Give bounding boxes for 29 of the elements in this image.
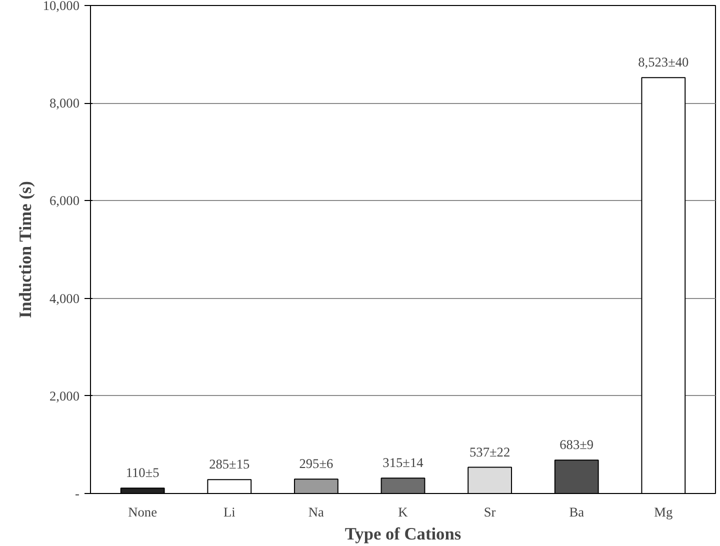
- data-label: 110±5: [126, 465, 160, 480]
- bar: [207, 479, 252, 494]
- y-tick-label: 2,000: [50, 388, 80, 404]
- y-tick-label: 6,000: [50, 193, 80, 208]
- x-axis-title: Type of Cations: [344, 524, 462, 544]
- y-tick-label: -: [75, 486, 80, 501]
- bar: [294, 478, 338, 494]
- x-tick-label: Ba: [569, 504, 584, 520]
- x-tick-label: None: [128, 504, 158, 520]
- x-tick-label: Na: [308, 504, 324, 520]
- x-tick-label: Li: [223, 504, 236, 520]
- bar: [380, 478, 426, 494]
- bar: [468, 466, 512, 494]
- bar: [641, 77, 686, 494]
- y-axis-title: Induction Time (s): [16, 180, 35, 318]
- data-label: 8,523±40: [638, 54, 690, 70]
- y-tick-label: 4,000: [50, 290, 80, 306]
- y-tick-label: 8,000: [50, 96, 80, 111]
- data-label: 537±22: [469, 444, 510, 460]
- x-tick-label: K: [398, 504, 408, 520]
- bar: [120, 488, 165, 494]
- data-label: 285±15: [209, 456, 250, 472]
- bar: [554, 460, 599, 494]
- data-label: 315±14: [382, 455, 424, 470]
- data-label: 683±9: [560, 437, 594, 452]
- x-tick-label: Mg: [654, 504, 674, 520]
- y-tick-label: 10,000: [42, 0, 80, 13]
- data-label: 295±6: [299, 456, 334, 472]
- x-tick-label: Sr: [484, 504, 496, 520]
